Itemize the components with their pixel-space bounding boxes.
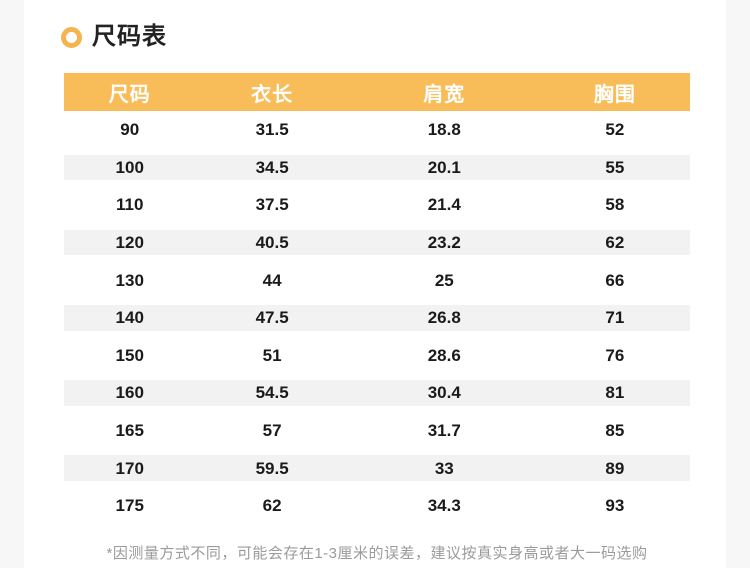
table-cell: 18.8	[427, 120, 461, 140]
table-cell: 120	[115, 233, 144, 253]
table-cell: 165	[115, 421, 144, 441]
table-cell: 31.7	[427, 421, 461, 441]
table-cell: 25	[434, 270, 454, 290]
table-row: 100 34.5 20.1 55	[64, 149, 690, 187]
table-cell: 71	[605, 308, 625, 328]
table-cell: 23.2	[427, 233, 461, 253]
table-cell: 62	[605, 233, 625, 253]
table-cell: 51	[262, 345, 282, 365]
section-title: 尺码表	[92, 23, 167, 50]
table-cell: 89	[605, 458, 625, 478]
table-cell: 110	[116, 195, 144, 215]
table-cell: 31.5	[255, 120, 289, 140]
orange-ring-icon	[61, 26, 82, 48]
table-cell: 47.5	[255, 308, 289, 328]
table-cell: 85	[605, 421, 625, 441]
table-cell: 81	[605, 383, 625, 403]
table-cell: 170	[115, 458, 144, 478]
table-cell: 20.1	[427, 157, 461, 177]
table-row: 175 62 34.3 93	[64, 487, 690, 525]
table-cell: 37.5	[255, 195, 289, 215]
table-cell: 93	[605, 496, 625, 516]
table-row: 130 44 25 66	[64, 261, 690, 299]
table-cell: 140	[115, 308, 144, 328]
table-cell: 34.5	[255, 157, 289, 177]
table-cell: 54.5	[255, 383, 289, 403]
table-cell: 90	[120, 120, 140, 140]
table-cell: 62	[262, 496, 282, 516]
table-cell: 160	[115, 383, 144, 403]
table-cell: 28.6	[427, 345, 461, 365]
column-header-size: 尺码	[108, 83, 151, 106]
table-row: 150 51 28.6 76	[64, 337, 690, 375]
size-table-body: 90 31.5 18.8 52 100 34.5 20.1 55 110 37.5 21.4 58 12…	[64, 111, 690, 525]
table-cell: 130	[115, 270, 144, 290]
table-cell: 58	[605, 195, 625, 215]
table-cell: 150	[115, 345, 144, 365]
table-cell: 33	[434, 458, 454, 478]
table-cell: 59.5	[255, 458, 289, 478]
product-detail-section: 尺码表 尺码 衣长 肩宽 胸围 90 31.5 18.8 52 100 34.5 20.1 5…	[24, 0, 726, 568]
table-cell: 34.3	[427, 496, 461, 516]
table-row: 110 37.5 21.4 58	[64, 186, 690, 224]
table-row: 165 57 31.7 85	[64, 412, 690, 450]
table-cell: 55	[605, 157, 625, 177]
table-row: 90 31.5 18.8 52	[64, 111, 690, 149]
table-cell: 26.8	[427, 308, 461, 328]
table-cell: 21.4	[427, 195, 461, 215]
column-header-length: 衣长	[251, 83, 294, 106]
table-cell: 57	[262, 421, 282, 441]
table-cell: 175	[115, 496, 144, 516]
size-table: 尺码 衣长 肩宽 胸围 90 31.5 18.8 52 100 34.5 20.1 55 110…	[64, 73, 690, 525]
size-table-header: 尺码 衣长 肩宽 胸围	[64, 73, 690, 111]
column-header-chest: 胸围	[593, 83, 636, 106]
table-row: 160 54.5 30.4 81	[64, 374, 690, 412]
table-cell: 44	[262, 270, 282, 290]
table-row: 120 40.5 23.2 62	[64, 224, 690, 262]
table-cell: 30.4	[427, 383, 461, 403]
size-chart-title-block: 尺码表	[61, 25, 690, 49]
table-row: 140 47.5 26.8 71	[64, 299, 690, 337]
table-row: 170 59.5 33 89	[64, 449, 690, 487]
table-cell: 40.5	[255, 233, 289, 253]
table-cell: 76	[605, 345, 625, 365]
table-cell: 52	[605, 120, 625, 140]
table-cell: 100	[115, 157, 144, 177]
measurement-note: *因测量方式不同，可能会存在1-3厘米的误差，建议按真实身高或者大一码选购	[106, 544, 648, 562]
table-cell: 66	[605, 270, 625, 290]
column-header-shoulder: 肩宽	[423, 83, 466, 106]
